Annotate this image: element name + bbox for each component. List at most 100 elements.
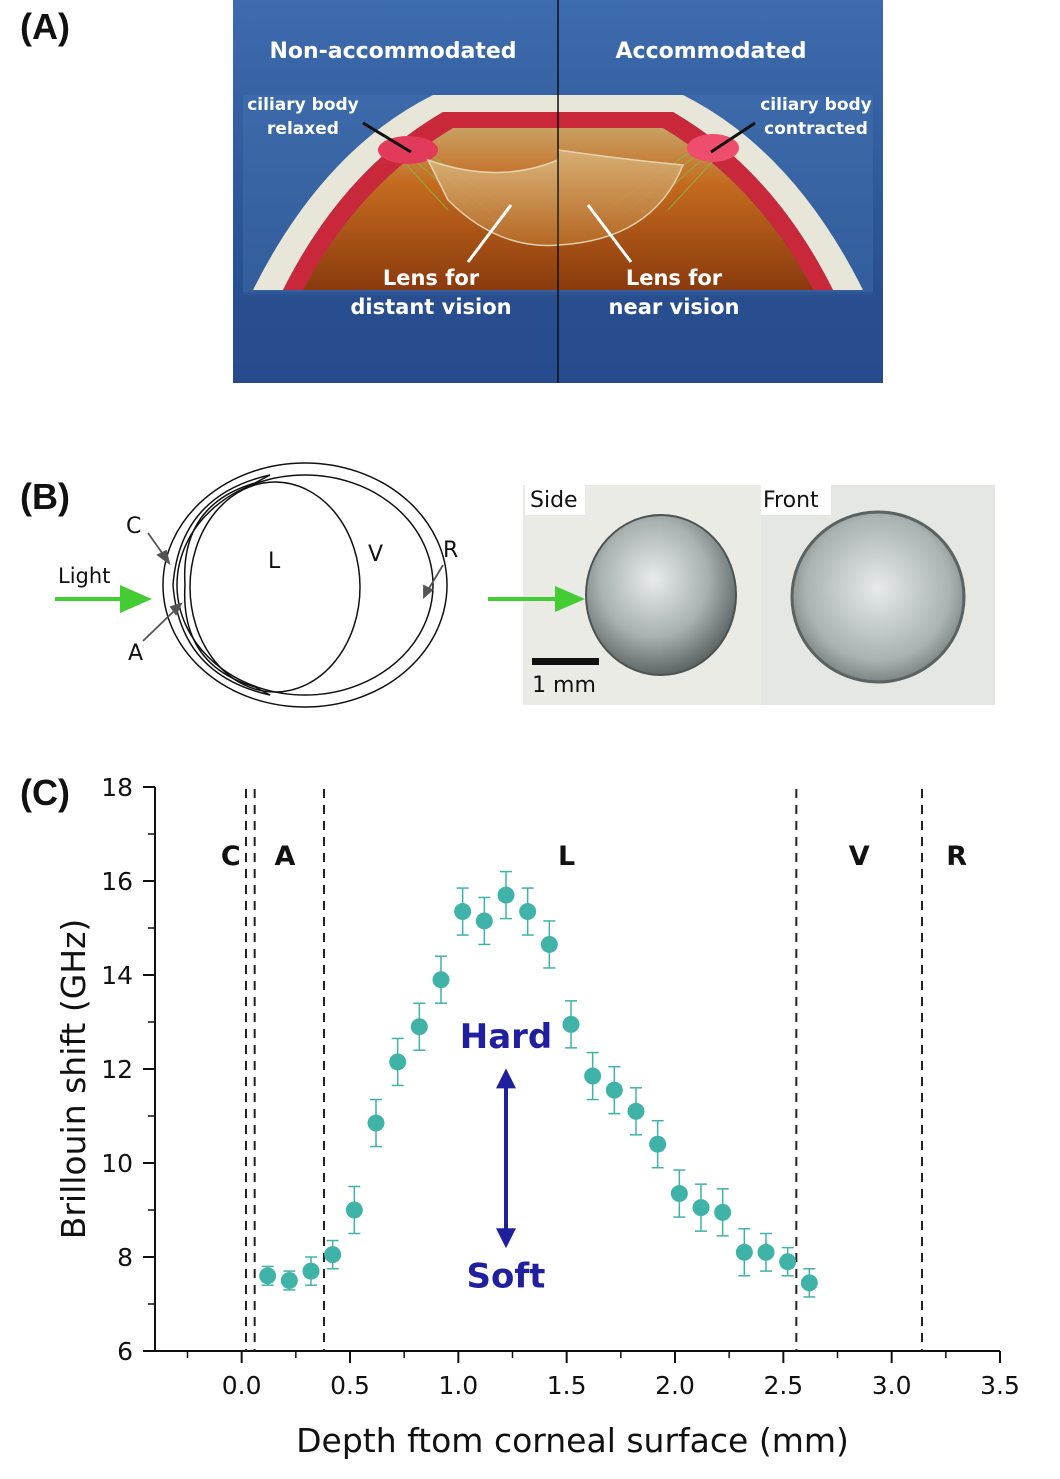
panel-a-label: (A) [20,6,70,47]
light-arrow-photo-icon [555,586,585,612]
data-marker [714,1203,732,1221]
panel-c-label: (C) [20,772,70,813]
x-tick-label: 3.0 [872,1371,912,1400]
data-point [779,1246,797,1277]
data-points [259,870,818,1298]
scale-bar [532,658,599,665]
x-tick-label: 0.5 [330,1371,370,1400]
label-v-vitreous: V [368,542,383,567]
region-boundaries [245,789,923,1351]
data-marker [649,1135,667,1153]
cornea-outline [172,474,271,696]
pointer-line-ciliary-left [362,121,412,154]
pointer-line-lens-left [466,204,513,263]
label-ciliary-contracted-line2: contracted [764,119,868,139]
data-marker [432,971,450,989]
lens-near-shape [557,149,685,246]
lens-photos: 1 mm Side Front [488,485,995,705]
annotation-soft: Soft [467,1257,546,1297]
region-label-c: C [221,841,241,872]
data-point [367,1098,385,1148]
data-marker [475,912,493,930]
label-side: Side [530,488,578,513]
label-lens-distant-line2: distant vision [350,295,511,319]
data-point [389,1037,407,1087]
aqueous-outline [183,482,256,688]
data-marker [562,1015,580,1033]
retina-inner-circle [176,474,434,696]
x-tick-label: 2.5 [763,1371,803,1400]
x-tick-label: 3.5 [980,1371,1020,1400]
data-point [605,1065,623,1115]
data-point [562,1000,580,1049]
data-marker [670,1185,688,1203]
x-axis-ticks: 0.0 0.5 1.0 1.5 2.0 2.5 3.0 3.5 [186,1351,1020,1400]
label-scale: 1 mm [532,673,596,698]
data-marker [692,1199,710,1217]
lens-outline [189,481,361,693]
data-point [259,1265,277,1286]
data-marker [584,1067,602,1085]
data-marker [779,1253,797,1271]
data-point [324,1239,342,1270]
x-tick-label: 0.0 [222,1371,262,1400]
title-accommodated: Accommodated [616,39,807,64]
data-point [714,1188,732,1237]
label-c-cornea: C [126,514,141,539]
data-point [410,1002,428,1051]
y-tick-label: 12 [101,1055,133,1084]
data-marker [389,1053,407,1071]
accommodation-illustration: Non-accommodated Accommodated ciliary bo… [233,0,883,383]
region-label-l: L [558,841,575,872]
data-point [280,1270,298,1291]
label-light: Light [58,564,110,588]
data-point [692,1183,710,1232]
data-point [800,1268,818,1298]
y-axis-ticks: 6 8 10 12 14 16 18 [101,773,155,1366]
label-ciliary-relaxed-line1: ciliary body [247,95,359,115]
y-tick-label: 14 [101,961,133,990]
region-label-v: V [849,841,870,872]
y-tick-label: 8 [117,1243,133,1272]
data-marker [605,1081,623,1099]
data-marker [800,1274,818,1292]
annotation-hard: Hard [460,1017,553,1057]
title-non-accommodated: Non-accommodated [269,39,516,64]
data-point [735,1228,753,1277]
x-tick-label: 1.0 [438,1371,478,1400]
label-lens-near-line2: near vision [609,295,740,319]
eye-schematic: Light C A L V R [55,462,458,708]
retina-outer-circle [162,462,448,708]
data-point [497,870,515,920]
data-marker [540,935,558,953]
data-marker [324,1246,342,1264]
label-r-retina: R [443,538,458,563]
label-front: Front [763,488,819,513]
region-label-r: R [946,841,967,872]
data-point [475,896,493,946]
brillouin-chart: C A L V R 0.0 0.5 1.0 1.5 2.0 2.5 3.0 3.5 6 8 10 12 14 1… [54,773,1020,1460]
data-marker [345,1201,363,1219]
data-marker [302,1262,320,1280]
data-marker [454,903,472,921]
label-l-lens: L [268,549,281,574]
data-marker [410,1018,428,1036]
data-marker [757,1243,775,1261]
data-marker [735,1243,753,1261]
data-point [627,1087,645,1136]
x-tick-label: 2.0 [655,1371,695,1400]
side-lens-photo [585,514,737,676]
data-point [670,1169,688,1218]
x-axis-label: Depth ftom corneal surface (mm) [296,1421,849,1460]
data-point [345,1185,363,1235]
data-point [540,920,558,969]
data-point [519,887,537,936]
y-tick-label: 6 [117,1337,133,1366]
label-lens-near-line1: Lens for [626,266,723,290]
data-marker [627,1102,645,1120]
y-tick-label: 18 [101,773,133,802]
data-point [454,887,472,936]
data-marker [280,1272,298,1289]
data-marker [259,1267,277,1285]
